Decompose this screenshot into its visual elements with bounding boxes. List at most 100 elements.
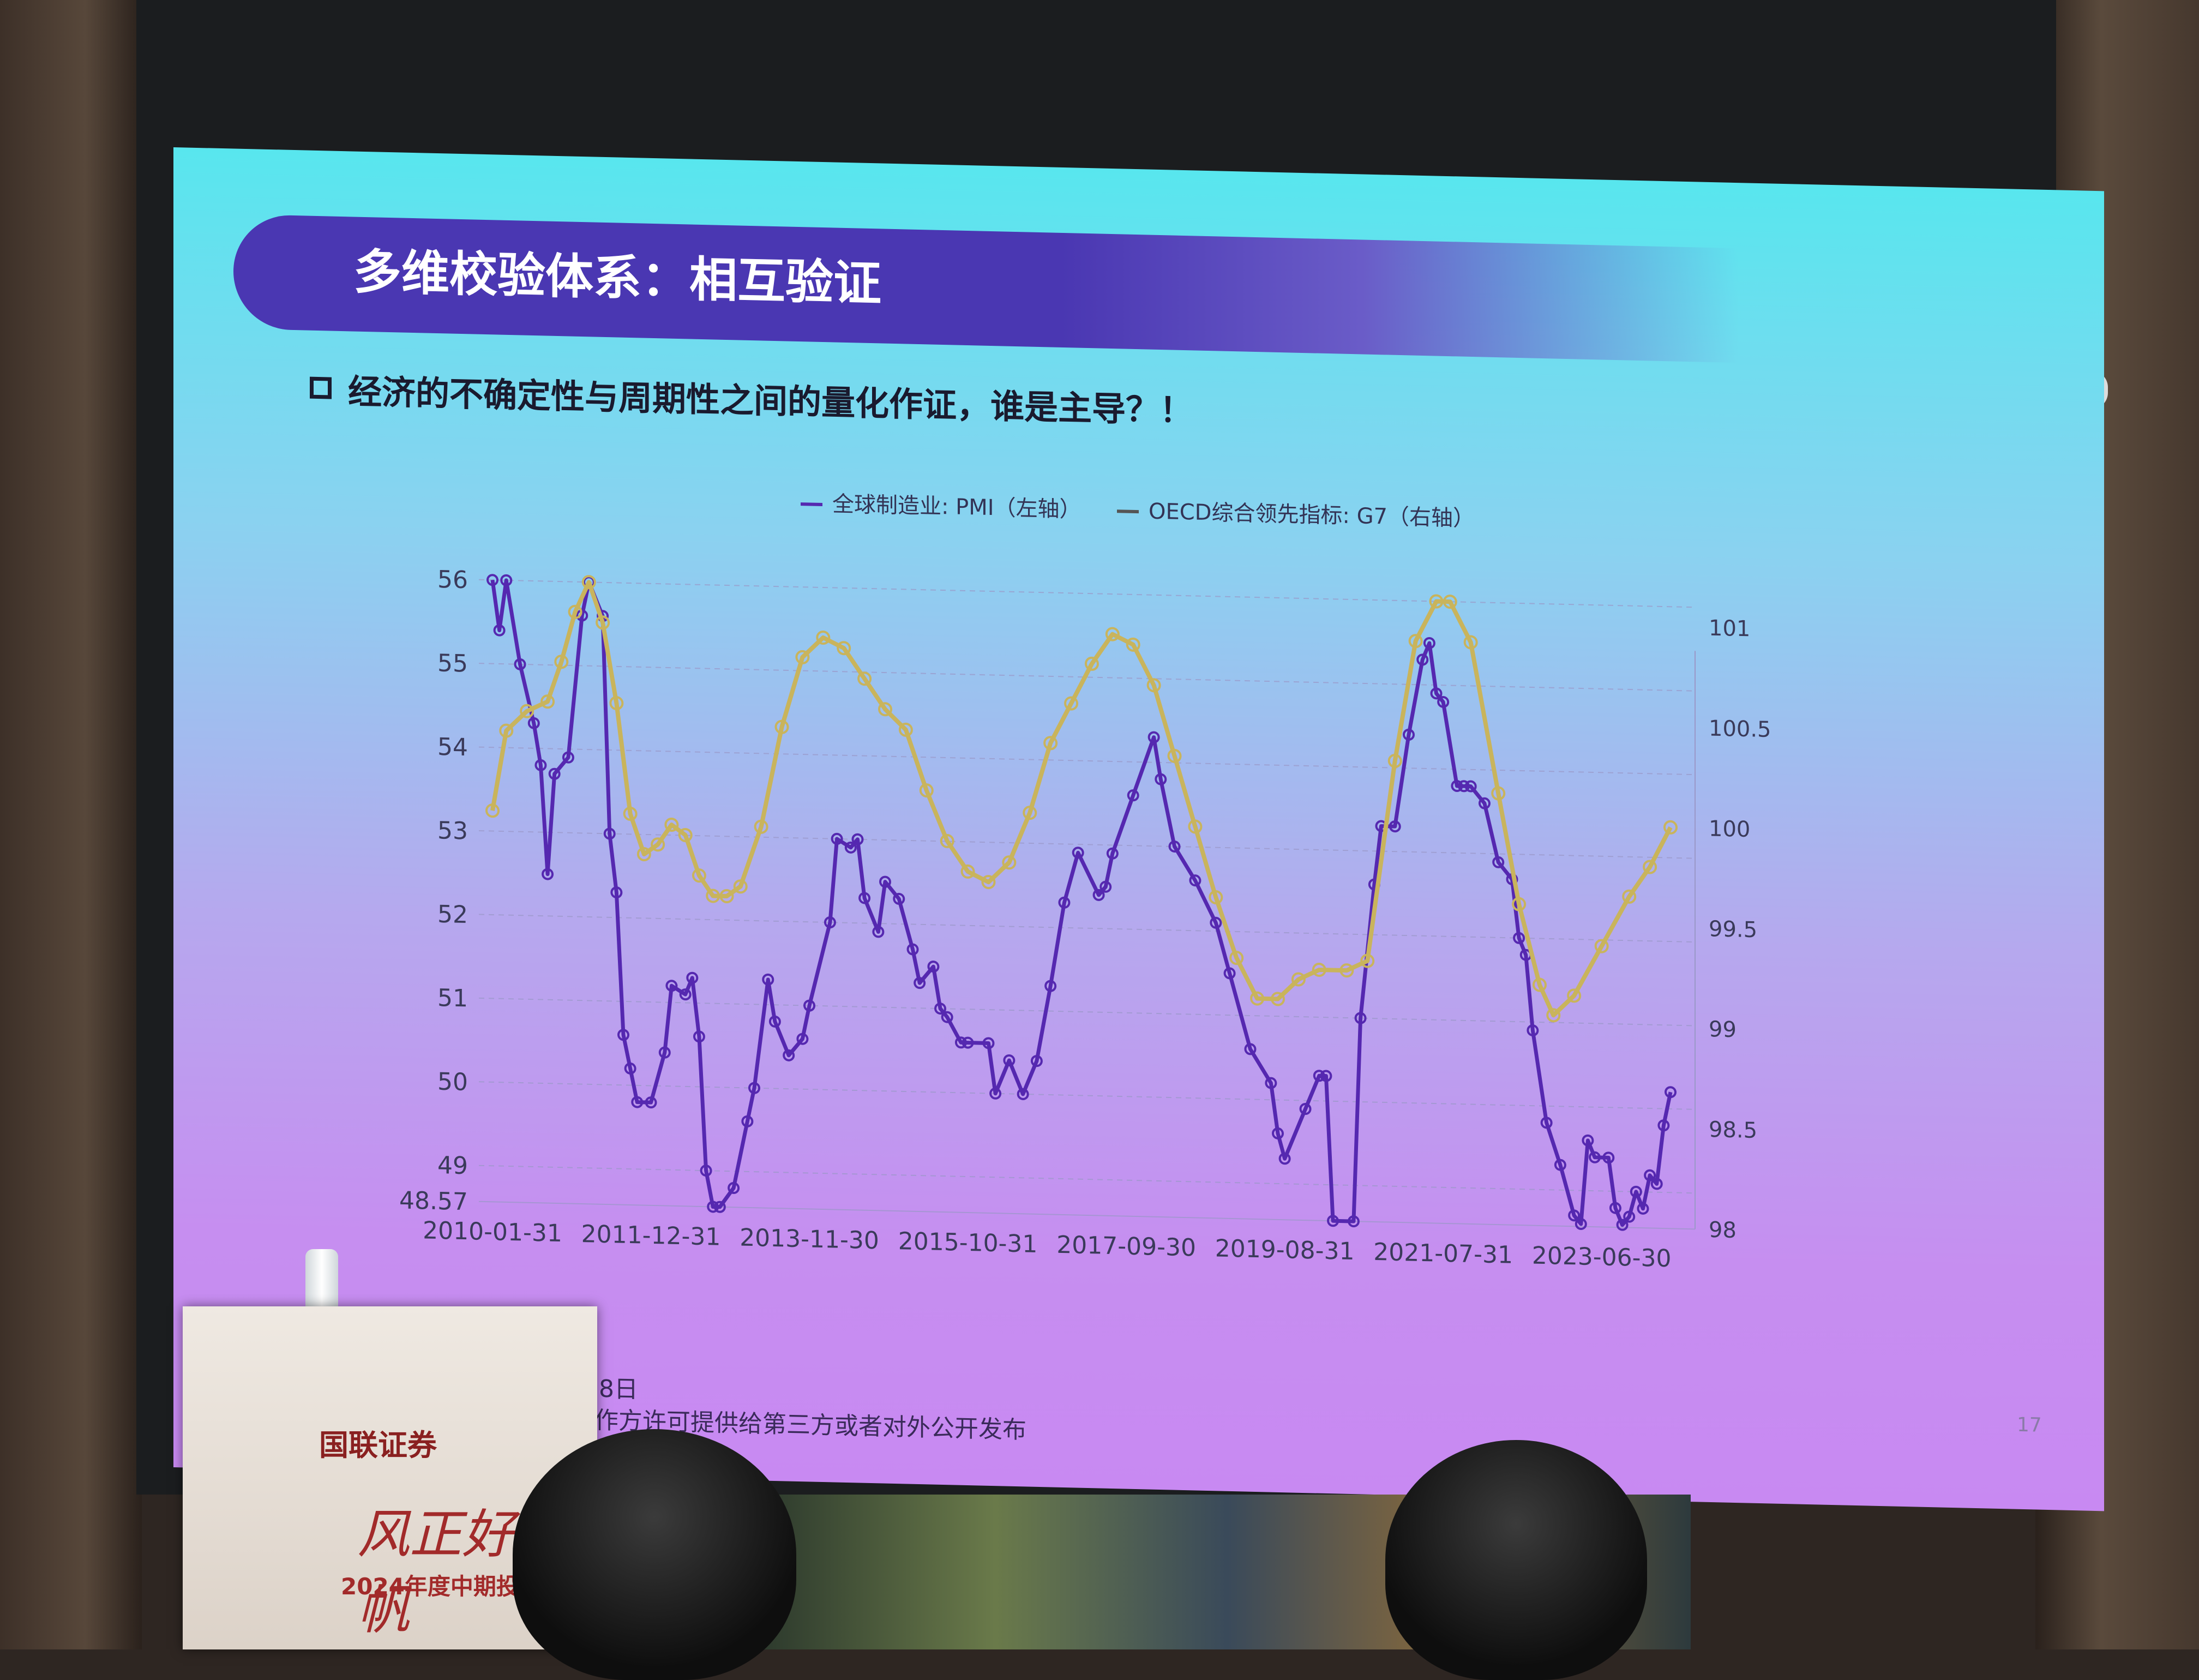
data-point-oecd xyxy=(1533,977,1547,992)
x-tick-label: 2019-08-31 xyxy=(1215,1234,1355,1265)
data-point-pmi xyxy=(1575,1217,1587,1230)
data-point-oecd xyxy=(1643,860,1657,874)
data-point-oecd xyxy=(651,837,665,852)
data-point-pmi xyxy=(989,1087,1002,1100)
data-point-pmi xyxy=(707,1201,719,1213)
data-point-oecd xyxy=(719,889,734,904)
data-point-oecd xyxy=(1663,820,1678,835)
water-bottle xyxy=(305,1249,338,1309)
data-point-oecd xyxy=(733,879,748,894)
data-point-pmi xyxy=(1430,687,1443,700)
data-point-pmi xyxy=(1513,932,1525,944)
data-point-pmi xyxy=(1210,916,1222,929)
data-point-pmi xyxy=(1058,896,1071,909)
data-point-pmi xyxy=(768,1015,781,1028)
data-point-pmi xyxy=(1403,728,1415,741)
data-point-pmi xyxy=(610,886,623,899)
data-point-oecd xyxy=(1546,1008,1561,1023)
data-point-pmi xyxy=(762,973,774,986)
x-tick-label: 2010-01-31 xyxy=(423,1216,562,1247)
data-point-oecd xyxy=(1291,972,1306,987)
data-point-pmi xyxy=(1168,840,1181,853)
data-point-oecd xyxy=(981,875,996,890)
data-point-oecd xyxy=(919,783,934,798)
data-point-pmi xyxy=(728,1182,740,1195)
data-point-pmi xyxy=(1092,889,1105,901)
data-point-pmi xyxy=(906,943,919,956)
data-point-pmi xyxy=(741,1115,754,1127)
y-right-tick-label: 101 xyxy=(1709,616,1750,642)
data-point-pmi xyxy=(1616,1219,1629,1231)
data-point-oecd xyxy=(795,650,810,664)
data-point-pmi xyxy=(713,1201,726,1213)
data-point-pmi xyxy=(748,1082,760,1094)
data-point-oecd xyxy=(1429,594,1444,609)
data-point-pmi xyxy=(1582,1134,1594,1147)
y-left-tick-label: 55 xyxy=(437,649,468,677)
data-point-pmi xyxy=(879,875,891,888)
y-left-tick-label: 54 xyxy=(437,733,468,761)
data-point-pmi xyxy=(1003,1054,1016,1066)
data-point-pmi xyxy=(665,980,678,992)
data-point-pmi xyxy=(1272,1127,1284,1139)
data-point-oecd xyxy=(1622,889,1637,904)
podium-logo: 国联证券 xyxy=(319,1428,437,1462)
dual-axis-line-chart: 48.57 49 50 51 52 53 54 55 56 98 98.5 99 99.5 100 100.… xyxy=(399,491,1771,1273)
data-point-pmi xyxy=(1437,695,1450,708)
data-point-oecd xyxy=(1002,855,1017,870)
data-point-pmi xyxy=(1637,1202,1649,1215)
data-point-oecd xyxy=(1146,678,1161,693)
data-point-pmi xyxy=(658,1046,671,1059)
data-point-pmi xyxy=(562,751,574,764)
data-point-oecd xyxy=(554,655,569,669)
data-point-pmi xyxy=(954,1036,967,1049)
data-point-pmi xyxy=(1602,1151,1615,1164)
wall-left xyxy=(0,0,142,1649)
y-left-tick-label: 56 xyxy=(437,566,468,594)
data-point-pmi xyxy=(1540,1117,1553,1129)
data-point-pmi xyxy=(927,961,940,973)
grid-line xyxy=(479,997,1695,1027)
data-point-pmi xyxy=(1527,1024,1539,1037)
data-point-pmi xyxy=(527,717,540,729)
data-point-pmi xyxy=(1657,1119,1670,1132)
data-point-pmi xyxy=(783,1049,795,1061)
y-left-tick-label: 51 xyxy=(437,984,468,1012)
data-point-pmi xyxy=(803,999,816,1012)
data-point-pmi xyxy=(1044,980,1057,992)
y-left-tick-label: 48.57 xyxy=(399,1186,468,1216)
series-line-oecd xyxy=(490,580,1673,1018)
data-point-oecd xyxy=(1594,939,1609,953)
data-point-pmi xyxy=(872,926,885,938)
data-point-pmi xyxy=(831,832,843,845)
x-tick-label: 2011-12-31 xyxy=(581,1220,721,1251)
data-point-oecd xyxy=(837,641,851,656)
data-point-pmi xyxy=(1650,1178,1663,1190)
data-point-pmi xyxy=(1106,847,1119,860)
data-point-pmi xyxy=(1017,1088,1029,1100)
data-point-pmi xyxy=(679,988,692,1001)
legend-swatch xyxy=(1117,509,1139,514)
data-point-pmi xyxy=(1589,1151,1601,1163)
data-point-pmi xyxy=(700,1165,712,1177)
data-point-pmi xyxy=(1609,1202,1621,1214)
data-point-pmi xyxy=(982,1037,995,1049)
data-point-oecd xyxy=(960,864,975,879)
data-point-oecd xyxy=(1188,819,1203,834)
x-tick-label: 2021-07-31 xyxy=(1373,1238,1513,1269)
grid-line xyxy=(479,746,1695,776)
audience-head-left xyxy=(513,1429,796,1680)
data-point-oecd xyxy=(1043,736,1058,751)
data-point-pmi xyxy=(1568,1209,1581,1222)
data-point-pmi xyxy=(1623,1210,1636,1223)
y-right-tick-label: 100 xyxy=(1709,816,1750,842)
legend-label: OECD综合领先指标: G7（右轴） xyxy=(1149,499,1475,532)
data-point-pmi xyxy=(934,1003,947,1015)
audience-head-right xyxy=(1385,1440,1647,1680)
x-tick-label: 2015-10-31 xyxy=(898,1227,1038,1258)
data-point-pmi xyxy=(844,841,857,854)
y-right-tick-label: 98.5 xyxy=(1709,1117,1757,1143)
data-point-pmi xyxy=(1458,780,1470,793)
data-point-pmi xyxy=(686,971,699,984)
data-point-oecd xyxy=(774,719,789,734)
